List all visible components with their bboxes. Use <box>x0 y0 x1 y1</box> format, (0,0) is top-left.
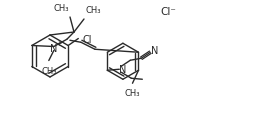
Text: CH₃: CH₃ <box>86 6 101 15</box>
Text: N: N <box>50 43 57 53</box>
Text: CH₃: CH₃ <box>124 88 140 97</box>
Text: CH₃: CH₃ <box>53 4 69 13</box>
Text: +: + <box>55 39 62 48</box>
Text: Cl: Cl <box>82 34 91 44</box>
Text: Cl⁻: Cl⁻ <box>160 7 175 17</box>
Text: N: N <box>118 65 125 75</box>
Text: CH₃: CH₃ <box>41 66 56 75</box>
Text: N: N <box>150 46 157 56</box>
